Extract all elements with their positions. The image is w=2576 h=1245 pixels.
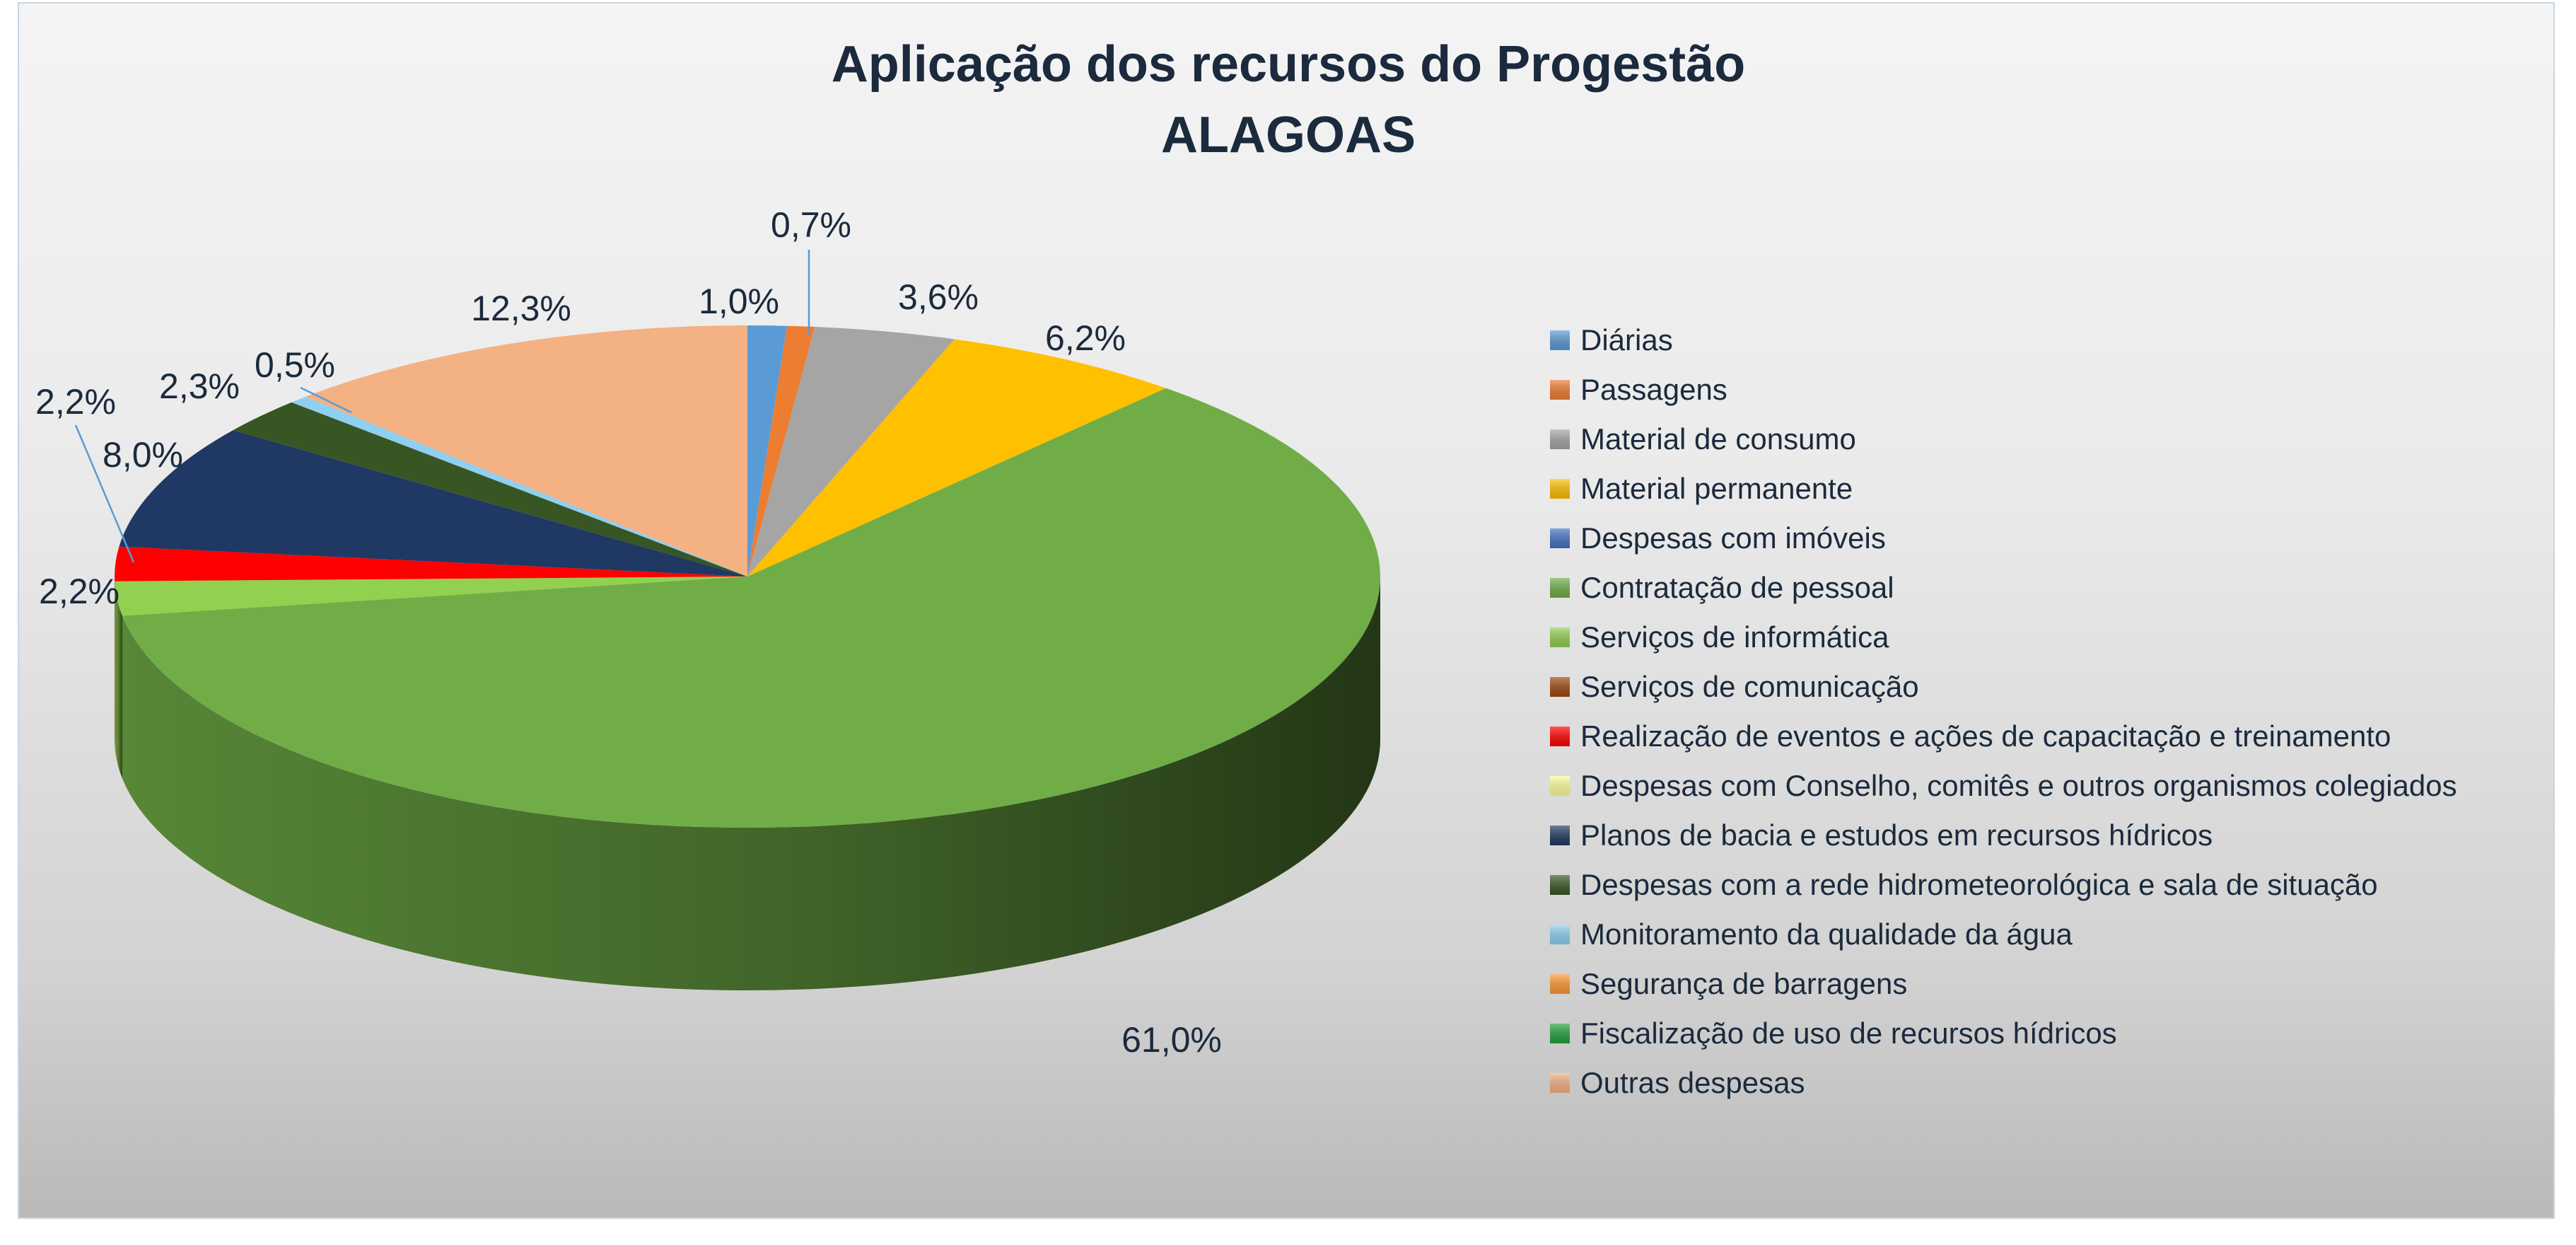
pie-slice-diarias [747,325,788,577]
legend-label: Monitoramento da qualidade da água [1580,917,2073,951]
legend-swatch-shade [1550,875,1570,895]
legend-label: Contratação de pessoal [1580,571,1894,604]
data-labels: 1,0% 0,7% 3,6% 6,2% 61,0% 2,2% 2,2% 8,0% 2,3% 0,5… [35,205,1222,1060]
legend-label: Realização de eventos e ações de capacit… [1580,719,2391,753]
legend-label: Fiscalização de uso de recursos hídricos [1580,1017,2117,1050]
pie-slice-outras-despesas [305,325,748,577]
legend-item-material-permanente: Material permanente [1550,472,1853,505]
legend-label: Planos de bacia e estudos em recursos hí… [1580,818,2213,852]
legend-item-seguranca-de-barragens: Segurança de barragens [1550,967,1907,1000]
data-label-monitoramento-da-qualidade-da-agua: 0,5% [255,345,335,385]
legend-swatch-shade [1550,776,1570,796]
data-label-despesas-com-a-rede-hidrometeorologica-e-sala-de-situacao: 2,3% [159,366,240,406]
legend-item-passagens: Passagens [1550,373,1727,406]
legend-item-material-de-consumo: Material de consumo [1550,422,1856,456]
data-label-passagens: 0,7% [771,205,851,245]
legend-swatch-shade [1550,627,1570,647]
legend-swatch-shade [1550,677,1570,697]
legend-label: Serviços de comunicação [1580,670,1919,703]
legend-item-diarias: Diárias [1550,323,1673,357]
chart-title: Aplicação dos recursos do Progestão [832,36,1745,93]
data-label-outras-despesas: 12,3% [471,289,571,328]
pie-slice-realizacao-de-eventos-e-acoes-de-capacitacao-e-treinamento [115,546,747,581]
legend-label: Despesas com Conselho, comitês e outros … [1580,769,2457,802]
legend-item-planos-de-bacia-e-estudos-em-recursos-hidricos: Planos de bacia e estudos em recursos hí… [1550,818,2213,852]
pie-slice-servicos-de-informatica [115,577,747,616]
legend-item-servicos-de-informatica: Serviços de informática [1550,620,1889,654]
legend-item-outras-despesas: Outras despesas [1550,1066,1805,1099]
pie-slice-planos-de-bacia-e-estudos-em-recursos-hidricos [119,430,747,577]
legend-swatch-shade [1550,974,1570,994]
chart-area: Aplicação dos recursos do Progestão ALAG… [18,2,2555,1219]
legend-item-despesas-com-imoveis: Despesas com imóveis [1550,521,1886,555]
legend-swatch-shade [1550,1073,1570,1093]
legend-swatch-shade [1550,1024,1570,1043]
legend-label: Despesas com imóveis [1580,521,1886,555]
legend-label: Serviços de informática [1580,620,1889,654]
legend-label: Despesas com a rede hidrometeorológica e… [1580,868,2378,901]
legend-swatch-shade [1550,826,1570,845]
legend-swatch-shade [1550,726,1570,746]
legend-item-servicos-de-comunicacao: Serviços de comunicação [1550,670,1919,703]
legend-swatch-shade [1550,528,1570,548]
legend-item-despesas-com-a-rede-hidrometeorologica-e-sala-de-situacao: Despesas com a rede hidrometeorológica e… [1550,868,2378,901]
legend-label: Material de consumo [1580,422,1856,456]
leader-line-monitoramento-da-qualidade-da-agua [300,386,352,414]
legend-label: Passagens [1580,373,1727,406]
pie-chart: Aplicação dos recursos do Progestão ALAG… [35,36,2457,1099]
chart-subtitle: ALAGOAS [1161,107,1416,163]
legend-swatch-shade [1550,330,1570,350]
pie-slice-contratacao-de-pessoal [122,388,1380,828]
legend-label: Segurança de barragens [1580,967,1907,1000]
legend-swatch-shade [1550,578,1570,598]
data-label-material-de-consumo: 3,6% [898,277,979,317]
legend-item-despesas-com-conselho-comites-e-outros-organismos-colegiados: Despesas com Conselho, comitês e outros … [1550,769,2457,802]
pie-side-shade-servicos-de-informatica [115,581,122,779]
legend-label: Material permanente [1580,472,1853,505]
pie-slice-monitoramento-da-qualidade-da-agua [291,396,747,577]
legend-swatch-shade [1550,479,1570,499]
pie-slice-material-de-consumo [747,327,955,577]
leader-lines [74,250,810,563]
legend-item-fiscalizacao-de-uso-de-recursos-hidricos: Fiscalização de uso de recursos hídricos [1550,1017,2117,1050]
data-label-material-permanente: 6,2% [1045,318,1126,358]
pie-side-shade-contratacao-de-pessoal [122,577,1381,991]
data-label-diarias: 1,0% [699,282,779,321]
data-label-servicos-de-informatica: 2,2% [39,572,120,611]
legend-swatch-shade [1550,429,1570,449]
data-label-contratacao-de-pessoal: 61,0% [1121,1020,1222,1060]
leader-line-realizacao-de-eventos-e-acoes-de-capacitacao-e-treinamento [74,424,135,563]
legend-item-contratacao-de-pessoal: Contratação de pessoal [1550,571,1894,604]
pie-slices [115,325,1381,991]
legend-item-realizacao-de-eventos-e-acoes-de-capacitacao-e-treinamento: Realização de eventos e ações de capacit… [1550,719,2391,753]
legend-swatch-shade [1550,925,1570,944]
legend-label: Outras despesas [1580,1066,1805,1099]
legend: Diárias Passagens Material de consumo Mater… [1550,323,2457,1099]
data-label-planos-de-bacia-e-estudos-em-recursos-hidricos: 8,0% [103,435,183,475]
legend-label: Diárias [1580,323,1673,357]
data-label-realizacao-de-eventos-e-acoes-de-capacitacao-e-treinamento: 2,2% [35,382,116,422]
pie-slice-despesas-com-a-rede-hidrometeorologica-e-sala-de-situacao [233,402,748,577]
pie-slice-passagens [747,325,815,577]
legend-swatch-shade [1550,380,1570,400]
pie-slice-material-permanente [747,339,1166,577]
legend-item-monitoramento-da-qualidade-da-agua: Monitoramento da qualidade da água [1550,917,2073,951]
